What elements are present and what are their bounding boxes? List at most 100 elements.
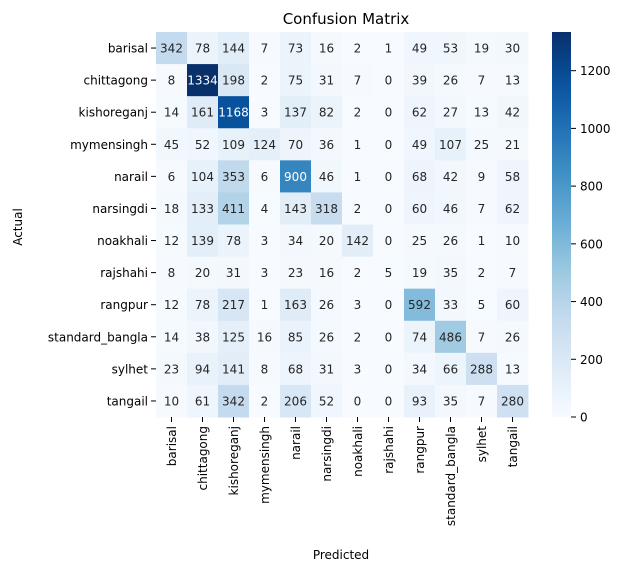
cell-value-label: 104 [191, 170, 214, 184]
heatmap-cell [497, 64, 529, 97]
cell-value-label: 0 [385, 234, 393, 248]
heatmap-cell [435, 128, 467, 161]
cell-value-label: 35 [443, 266, 458, 280]
heatmap-cell [373, 96, 405, 129]
cell-value-label: 3 [261, 234, 269, 248]
cell-value-label: 93 [412, 394, 427, 408]
cell-value-label: 12 [164, 298, 179, 312]
heatmap-cell [435, 256, 467, 290]
cell-value-label: 1 [261, 298, 269, 312]
heatmap-cell [373, 32, 405, 65]
heatmap-cell [218, 384, 250, 418]
cell-value-label: 125 [222, 330, 245, 344]
heatmap-cell [404, 384, 436, 418]
cell-value-label: 198 [222, 74, 245, 88]
cell-value-label: 2 [354, 266, 362, 280]
heatmap-cell [280, 192, 312, 225]
heatmap-cell [466, 32, 498, 65]
heatmap-cell [156, 320, 188, 354]
y-tick-label: barisal [108, 42, 148, 56]
heatmap-cell [156, 64, 188, 97]
heatmap-cell [187, 320, 219, 354]
cell-value-label: 38 [195, 330, 210, 344]
cell-value-label: 144 [222, 42, 245, 56]
cell-value-label: 39 [412, 74, 427, 88]
cell-value-label: 73 [288, 42, 303, 56]
cell-value-label: 6 [168, 170, 176, 184]
x-tick-label: standard_bangla [444, 426, 458, 526]
heatmap-cell [435, 288, 467, 322]
heatmap-cell [435, 192, 467, 225]
heatmap-cell [373, 288, 405, 322]
y-tick-label: kishoreganj [79, 106, 148, 120]
y-tick-label: rajshahi [100, 266, 148, 280]
heatmap-cell [249, 128, 281, 161]
heatmap-cell [187, 96, 219, 129]
cell-value-label: 7 [478, 394, 486, 408]
cell-value-label: 85 [288, 330, 303, 344]
cell-value-label: 2 [354, 106, 362, 120]
heatmap-cell [187, 224, 219, 258]
cell-value-label: 3 [261, 106, 269, 120]
cell-value-label: 60 [412, 202, 427, 216]
cell-value-label: 34 [412, 362, 427, 376]
x-tick-label: noakhali [351, 426, 365, 477]
cell-value-label: 7 [478, 202, 486, 216]
cell-value-label: 26 [443, 234, 458, 248]
heatmap-cell [218, 288, 250, 322]
heatmap-cell [342, 32, 374, 65]
cell-value-label: 27 [443, 106, 458, 120]
heatmap-cell [280, 352, 312, 386]
heatmap-cell [218, 192, 250, 225]
cell-value-label: 592 [408, 298, 431, 312]
cell-value-label: 16 [257, 330, 272, 344]
heatmap-cell [156, 192, 188, 225]
x-tick-label: sylhet [475, 426, 489, 463]
cell-value-label: 7 [509, 266, 517, 280]
cell-value-label: 45 [164, 138, 179, 152]
y-tick-label: noakhali [97, 234, 148, 248]
heatmap-cell [342, 352, 374, 386]
cell-value-label: 60 [505, 298, 520, 312]
cell-value-label: 900 [284, 170, 307, 184]
heatmap-cell [435, 160, 467, 193]
cell-value-label: 141 [222, 362, 245, 376]
heatmap-cell [280, 384, 312, 418]
cell-value-label: 288 [470, 362, 493, 376]
cell-value-label: 486 [439, 330, 462, 344]
cell-value-label: 0 [385, 394, 393, 408]
cell-value-label: 70 [288, 138, 303, 152]
x-tick-label: mymensingh [258, 426, 272, 504]
heatmap-cell [156, 384, 188, 418]
cell-value-label: 52 [319, 394, 334, 408]
heatmap-cell [466, 192, 498, 225]
heatmap-cell [249, 224, 281, 258]
cell-value-label: 8 [261, 362, 269, 376]
heatmap-cell [311, 288, 343, 322]
cell-value-label: 1 [354, 138, 362, 152]
x-tick-label: rangpur [413, 426, 427, 474]
cell-value-label: 124 [253, 138, 276, 152]
cell-value-label: 33 [443, 298, 458, 312]
heatmap-cell [404, 256, 436, 290]
heatmap-cell [311, 128, 343, 161]
heatmap-cell [311, 224, 343, 258]
cell-value-label: 107 [439, 138, 462, 152]
heatmap-cell [466, 128, 498, 161]
heatmap-cell [280, 32, 312, 65]
cell-value-label: 5 [478, 298, 486, 312]
heatmap-cell [373, 224, 405, 258]
cell-value-label: 3 [354, 298, 362, 312]
x-axis-label: Predicted [313, 548, 369, 562]
heatmap-cell [249, 160, 281, 193]
cell-value-label: 7 [354, 74, 362, 88]
cell-value-label: 6 [261, 170, 269, 184]
heatmap-cell [404, 32, 436, 65]
y-tick-label: chittagong [84, 74, 148, 88]
heatmap-cell [280, 320, 312, 354]
cell-value-label: 161 [191, 106, 214, 120]
cell-value-label: 2 [354, 330, 362, 344]
heatmap-cell [156, 96, 188, 129]
heatmap-cell [497, 384, 529, 418]
heatmap-cell [218, 32, 250, 65]
